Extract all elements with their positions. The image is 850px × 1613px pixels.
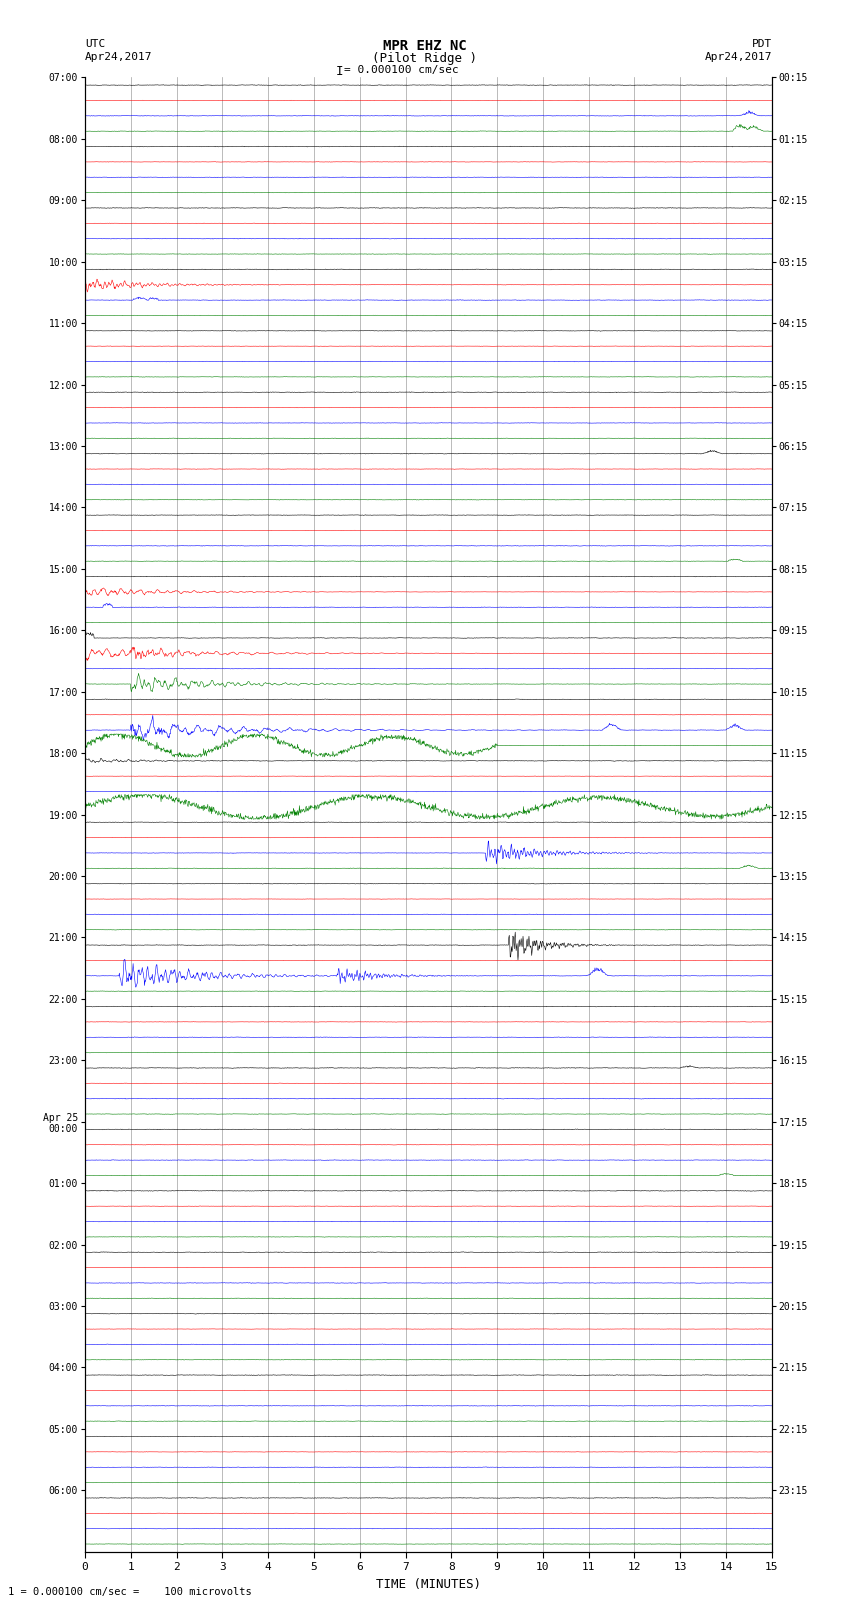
Text: = 0.000100 cm/sec: = 0.000100 cm/sec [344, 65, 459, 74]
Text: Apr24,2017: Apr24,2017 [85, 52, 152, 61]
Text: MPR EHZ NC: MPR EHZ NC [383, 39, 467, 53]
Text: (Pilot Ridge ): (Pilot Ridge ) [372, 52, 478, 65]
Text: Apr24,2017: Apr24,2017 [705, 52, 772, 61]
X-axis label: TIME (MINUTES): TIME (MINUTES) [376, 1578, 481, 1590]
Text: I: I [336, 65, 343, 77]
Text: UTC: UTC [85, 39, 105, 48]
Text: PDT: PDT [751, 39, 772, 48]
Text: 1 = 0.000100 cm/sec =    100 microvolts: 1 = 0.000100 cm/sec = 100 microvolts [8, 1587, 252, 1597]
